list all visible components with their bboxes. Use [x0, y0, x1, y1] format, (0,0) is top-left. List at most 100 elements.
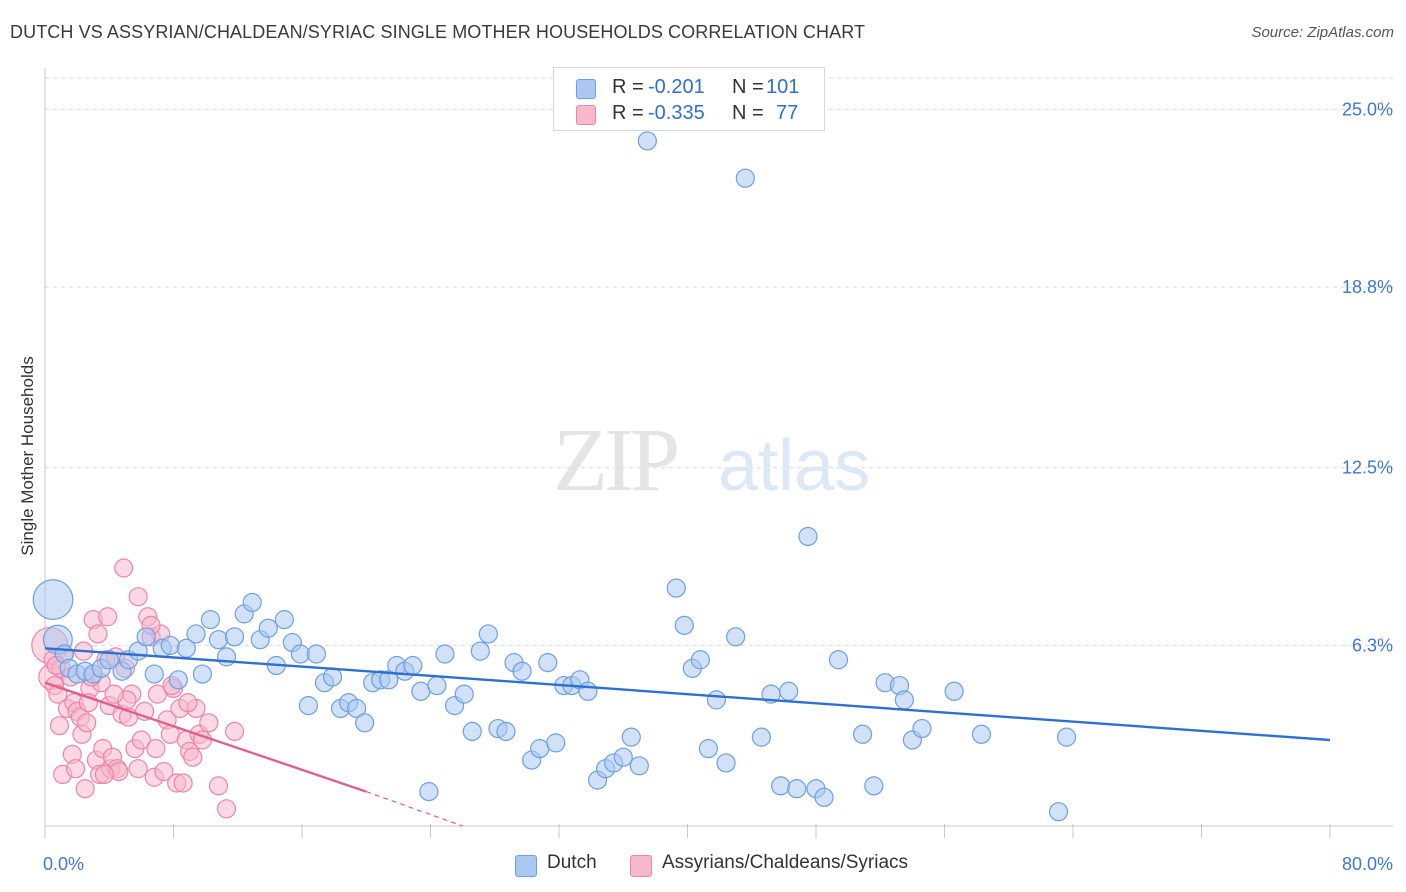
assyrian-point: [183, 747, 203, 767]
source-credit: Source: ZipAtlas.com: [1251, 24, 1394, 41]
trend-lines: [44, 647, 1331, 827]
dutch-point: [435, 644, 455, 664]
dutch-point: [1056, 727, 1077, 747]
assyrian-trend-line: [44, 681, 367, 793]
dutch-point: [186, 624, 206, 644]
dutch-point: [735, 168, 755, 188]
assyrian-point: [199, 713, 219, 733]
legend-n-value: 77: [776, 102, 799, 124]
assyrian-point: [154, 761, 174, 782]
dutch-point: [462, 721, 482, 742]
dutch-point: [629, 756, 649, 776]
dutch-point: [751, 727, 771, 747]
assyrian-point: [173, 773, 193, 793]
dutch-point: [944, 681, 964, 701]
dutch-point: [674, 615, 694, 635]
assyrian-point: [128, 759, 148, 779]
zipatlas-watermark: ZIP atlas: [553, 411, 870, 510]
grid-lines: [45, 77, 1393, 646]
dutch-point: [168, 670, 188, 690]
dutch-point: [971, 724, 992, 744]
dutch-point: [546, 733, 566, 753]
assyrian-point: [65, 759, 86, 779]
dutch-point: [716, 753, 736, 773]
dutch-point: [136, 627, 156, 647]
dutch-point: [144, 664, 164, 684]
dutch-point: [512, 661, 532, 681]
dutch-point: [208, 630, 229, 650]
dutch-point: [621, 727, 641, 747]
assyrian-point: [75, 779, 95, 799]
dutch-point: [578, 681, 598, 701]
dutch-point: [912, 718, 932, 739]
dutch-point: [470, 641, 490, 661]
legend-n-label: N =: [732, 102, 764, 124]
legend-r-value: -0.335: [648, 102, 705, 124]
legend-row-assyrian: R = -0.335 N = 77: [554, 102, 824, 128]
watermark-atlas: atlas: [718, 426, 870, 506]
dutch-point: [894, 690, 914, 710]
dutch-point: [355, 713, 375, 733]
dutch-point: [798, 526, 818, 547]
assyrian-point: [114, 558, 134, 578]
legend-n-value: 101: [766, 76, 800, 98]
tick-labels: 6.3% 12.5% 18.8% 25.0% 0.0% 80.0%: [43, 99, 1393, 874]
dutch-point: [419, 782, 439, 802]
assyrian-point: [128, 587, 148, 607]
assyrian-point: [146, 739, 166, 759]
dutch-point: [403, 655, 423, 676]
assyrian-point: [104, 684, 124, 704]
assyrian-legend-label: Assyrians/Chaldeans/Syriacs: [662, 852, 909, 873]
dutch-point: [666, 578, 686, 598]
assyrian-legend-swatch: [630, 855, 652, 877]
dutch-point: [706, 690, 727, 710]
dutch-point: [779, 681, 799, 701]
dutch-trend-line: [44, 647, 1331, 742]
assyrian-point: [178, 693, 198, 713]
assyrian-point: [88, 624, 108, 644]
legend-n-label: N =: [732, 76, 764, 98]
dutch-point: [828, 650, 849, 670]
dutch-point: [379, 670, 399, 690]
dutch-point: [242, 592, 262, 613]
dutch-point: [538, 653, 558, 673]
dutch-point: [411, 681, 431, 701]
axes: [44, 68, 1393, 838]
x-tick-label-max: 80.0%: [1342, 854, 1393, 874]
dutch-point: [787, 779, 807, 799]
dutch-points: [32, 131, 1077, 822]
y-tick-label: 25.0%: [1342, 99, 1393, 119]
dutch-legend-swatch: [515, 855, 537, 877]
assyrian-swatch: [576, 105, 596, 125]
dutch-swatch: [576, 79, 596, 99]
dutch-point: [726, 627, 746, 647]
assyrian-point: [98, 607, 118, 627]
correlation-legend: R = -0.201 N = 101 R = -0.335 N = 77: [553, 67, 825, 131]
watermark-zip: ZIP: [553, 411, 677, 510]
dutch-point: [322, 667, 343, 687]
assyrian-point: [224, 721, 245, 742]
assyrian-point: [77, 713, 97, 733]
dutch-point: [690, 650, 710, 670]
dutch-point: [530, 739, 550, 759]
y-tick-label: 12.5%: [1342, 458, 1393, 478]
dutch-point: [613, 747, 633, 767]
dutch-point: [192, 664, 213, 684]
x-tick-label-min: 0.0%: [43, 854, 84, 874]
dutch-point: [290, 644, 310, 664]
assyrian-point: [216, 799, 237, 819]
dutch-point: [32, 579, 74, 620]
dutch-point: [771, 776, 791, 796]
dutch-point: [99, 650, 119, 670]
dutch-point: [1048, 802, 1069, 822]
dutch-point: [274, 610, 294, 630]
dutch-point: [637, 131, 657, 151]
assyrian-point: [94, 764, 115, 785]
dutch-point: [454, 684, 474, 704]
dutch-point: [478, 624, 498, 644]
assyrian-point: [49, 716, 70, 736]
assyrian-trend-extension: [366, 791, 463, 827]
dutch-point: [864, 776, 884, 796]
dutch-point: [698, 739, 718, 759]
